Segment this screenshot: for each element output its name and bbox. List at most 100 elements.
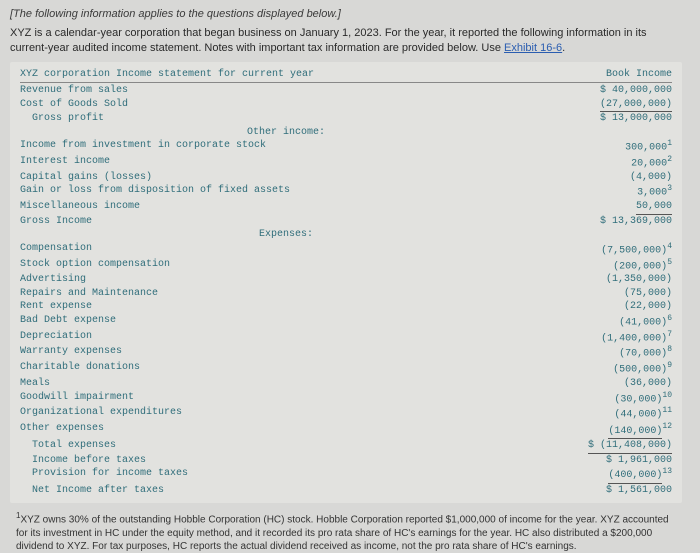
row-label: Income before taxes [20,454,146,468]
row-label: Compensation [20,242,92,258]
statement-row: Advertising(1,350,000) [20,273,672,287]
row-label: Miscellaneous income [20,200,140,215]
income-statement: XYZ corporation Income statement for cur… [10,62,682,504]
value-superscript: 13 [662,467,672,476]
row-label: Income from investment in corporate stoc… [20,139,266,155]
statement-row: Rent expense (22,000) [20,300,672,314]
statement-row: Warranty expenses (70,000)8 [20,345,672,361]
value-superscript: 10 [662,391,672,400]
row-label: Net Income after taxes [20,484,164,498]
row-value: 300,0001 [552,139,672,155]
row-label: Meals [20,377,50,391]
statement-row: Total expenses $ (11,408,000) [20,439,672,454]
statement-title: XYZ corporation Income statement for cur… [20,68,314,82]
footnote-1: 1XYZ owns 30% of the outstanding Hobble … [10,511,682,552]
row-label: Total expenses [20,439,116,454]
row-label: Organizational expenditures [20,406,182,422]
value-superscript: 12 [662,422,672,431]
statement-row: Organizational expenditures (44,000)11 [20,406,672,422]
row-label: Revenue from sales [20,84,128,98]
exhibit-link[interactable]: Exhibit 16-6 [504,42,562,54]
statement-row: Income before taxes $ 1,961,000 [20,454,672,468]
row-value: (4,000) [552,171,672,185]
value-superscript: 11 [662,406,672,415]
row-value: (41,000)6 [552,314,672,330]
row-value: $ 1,561,000 [552,484,672,498]
row-label: Interest income [20,155,110,171]
statement-header-row: XYZ corporation Income statement for cur… [20,68,672,84]
row-value: $ 1,961,000 [552,454,672,468]
statement-row: Provision for income taxes (400,000)13 [20,467,672,484]
row-label: Advertising [20,273,86,287]
row-label: Rent expense [20,300,92,314]
row-value: (22,000) [552,300,672,314]
value-superscript: 8 [667,345,672,354]
row-label: Provision for income taxes [20,467,188,484]
value-superscript: 6 [667,314,672,323]
expenses-header: Expenses: [20,228,672,242]
intro-text: [The following information applies to th… [10,8,682,20]
statement-row: Gain or loss from disposition of fixed a… [20,184,672,200]
statement-row: Meals (36,000) [20,377,672,391]
row-value: (36,000) [552,377,672,391]
row-value: (27,000,000) [552,98,672,113]
row-label: Other expenses [20,422,104,439]
row-label: Repairs and Maintenance [20,287,158,301]
row-value: (44,000)11 [552,406,672,422]
row-value: (200,000)5 [552,258,672,274]
row-label: Goodwill impairment [20,391,134,407]
row-value: (75,000) [552,287,672,301]
description-post: . [562,42,565,54]
statement-row: Gross profit $ 13,000,000 [20,112,672,126]
row-label: Gross profit [20,112,104,126]
row-value: (500,000)9 [552,361,672,377]
row-label: Bad Debt expense [20,314,116,330]
statement-row: Repairs and Maintenance (75,000) [20,287,672,301]
statement-row: Revenue from sales$ 40,000,000 [20,84,672,98]
statement-row: Interest income 20,0002 [20,155,672,171]
statement-row: Net Income after taxes $ 1,561,000 [20,484,672,498]
statement-row: Charitable donations (500,000)9 [20,361,672,377]
value-superscript: 2 [667,155,672,164]
row-label: Charitable donations [20,361,140,377]
statement-row: Other expenses (140,000)12 [20,422,672,439]
statement-row: Stock option compensation (200,000)5 [20,258,672,274]
statement-row: Bad Debt expense (41,000)6 [20,314,672,330]
statement-row: Cost of Goods Sold(27,000,000) [20,98,672,113]
statement-row: Depreciation(1,400,000)7 [20,330,672,346]
row-value: $ 13,369,000 [552,215,672,229]
value-superscript: 3 [667,184,672,193]
row-value: $ (11,408,000) [552,439,672,454]
statement-row: Income from investment in corporate stoc… [20,139,672,155]
row-value: (7,500,000)4 [552,242,672,258]
value-superscript: 7 [667,330,672,339]
other-income-header: Other income: [20,126,672,140]
value-superscript: 9 [667,361,672,370]
row-value: 3,0003 [552,184,672,200]
row-label: Warranty expenses [20,345,122,361]
row-label: Capital gains (losses) [20,171,152,185]
row-label: Gross Income [20,215,92,229]
row-value: 50,000 [552,200,672,215]
row-label: Stock option compensation [20,258,170,274]
row-value: (140,000)12 [552,422,672,439]
column-header: Book Income [552,68,672,82]
statement-row: Capital gains (losses) (4,000) [20,171,672,185]
row-value: (30,000)10 [552,391,672,407]
other-income-label: Other income: [20,126,552,140]
statement-row: Miscellaneous income 50,000 [20,200,672,215]
description-paragraph: XYZ is a calendar-year corporation that … [10,26,682,56]
row-value: (1,400,000)7 [552,330,672,346]
value-superscript: 4 [667,242,672,251]
expenses-label: Expenses: [20,228,552,242]
row-label: Gain or loss from disposition of fixed a… [20,184,290,200]
footnote-text: XYZ owns 30% of the outstanding Hobble C… [16,515,669,552]
value-superscript: 5 [667,258,672,267]
statement-row: Gross Income $ 13,369,000 [20,215,672,229]
row-value: $ 13,000,000 [552,112,672,126]
statement-row: Compensation (7,500,000)4 [20,242,672,258]
row-value: (400,000)13 [552,467,672,484]
statement-row: Goodwill impairment (30,000)10 [20,391,672,407]
row-value: 20,0002 [552,155,672,171]
row-value: (70,000)8 [552,345,672,361]
